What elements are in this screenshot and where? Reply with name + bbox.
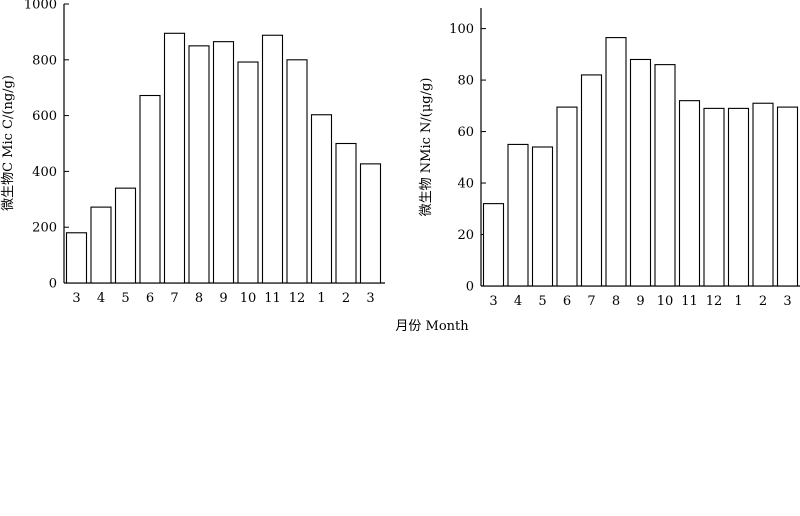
x-tick-label: 7 [587, 294, 595, 309]
x-tick-label: 12 [289, 291, 306, 306]
x-tick-label: 5 [538, 294, 546, 309]
bar [310, 114, 333, 284]
bar [605, 37, 627, 287]
y-tick-label: 40 [457, 177, 474, 192]
x-tick-label: 6 [563, 294, 571, 309]
shared-x-axis-label: 月份 Month [395, 319, 469, 334]
bar [237, 61, 259, 284]
bar [580, 74, 603, 287]
bar [261, 34, 284, 284]
microbial-c-chart: 0 200 400 600 800 1000 微生物C Mic C/(ng/g) 3 4 5 6 7 8… [1, 0, 385, 306]
bar [90, 206, 112, 284]
x-tick-label: 10 [240, 291, 257, 306]
y-tick-label: 200 [32, 221, 57, 236]
y-axis-label: 微生物C Mic C/(ng/g) [1, 75, 16, 211]
x-tick-label: 3 [783, 294, 791, 309]
y-tick-label: 0 [466, 280, 474, 295]
x-tick-label: 6 [146, 291, 154, 306]
x-tick-label: 3 [489, 294, 497, 309]
x-tick-label: 2 [342, 291, 350, 306]
x-tick-label: 9 [219, 291, 227, 306]
bar [482, 203, 505, 287]
bar [678, 100, 701, 287]
x-tick-label: 11 [264, 291, 281, 306]
y-axis-label: 微生物 NMic N/(μg/g) [419, 78, 434, 217]
x-tick-label: 4 [97, 291, 105, 306]
bar [212, 41, 235, 284]
bar [163, 32, 186, 284]
x-tick-label: 8 [612, 294, 620, 309]
bar [654, 64, 676, 287]
bar [727, 107, 750, 287]
y-tick-label: 800 [32, 53, 57, 68]
bar [752, 102, 774, 287]
x-tick-label: 9 [636, 294, 644, 309]
x-tick-label: 3 [366, 291, 374, 306]
x-tick-label: 1 [734, 294, 742, 309]
bar [776, 106, 799, 287]
y-tick-label: 1000 [24, 0, 57, 13]
x-tick-label: 11 [681, 294, 698, 309]
bar [556, 106, 578, 287]
x-tick-label: 12 [706, 294, 723, 309]
x-tick-label: 8 [195, 291, 203, 306]
x-tick-label: 2 [759, 294, 767, 309]
bar [629, 58, 652, 287]
y-tick-label: 60 [457, 125, 474, 140]
x-tick-label: 7 [170, 291, 178, 306]
bar [703, 107, 725, 287]
bar [335, 142, 357, 284]
y-tick-label: 80 [457, 74, 474, 89]
bar [286, 59, 308, 284]
bar [359, 163, 382, 284]
y-tick-label: 20 [457, 228, 474, 243]
bar [531, 146, 554, 287]
bar [114, 187, 137, 284]
bar [65, 232, 88, 284]
x-tick-label: 1 [317, 291, 325, 306]
x-tick-label: 10 [657, 294, 674, 309]
y-tick-label: 600 [32, 109, 57, 124]
y-tick-label: 0 [49, 277, 57, 292]
y-tick-label: 400 [32, 165, 57, 180]
bar [507, 143, 529, 287]
x-tick-label: 3 [72, 291, 80, 306]
x-tick-label: 5 [121, 291, 129, 306]
bar [188, 45, 210, 284]
y-tick-label: 100 [449, 22, 474, 37]
bar [139, 94, 161, 284]
x-tick-label: 4 [514, 294, 522, 309]
